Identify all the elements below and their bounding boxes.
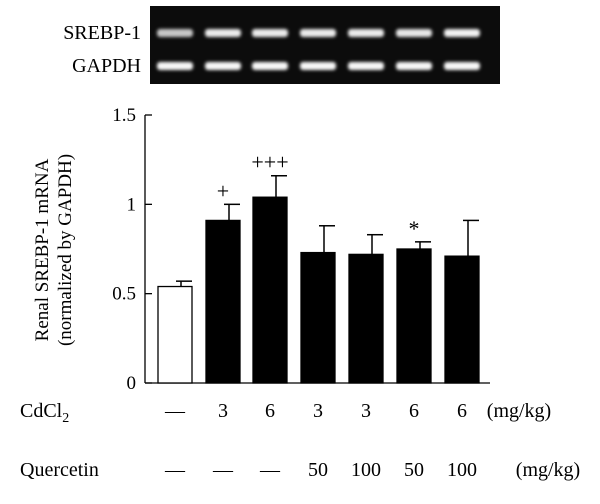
treatment-groups: CdCl2 — 3 6 3 3 6 6 (mg/kg) Quercetin — — — 50 100… — [20, 400, 580, 481]
bar-4 — [300, 251, 336, 384]
y-tick-label: 1 — [127, 194, 137, 215]
quercetin-dose-7: 100 — [447, 459, 477, 481]
gel-band-gapdh-lane-6 — [396, 62, 432, 70]
bar-1 — [157, 285, 193, 384]
cdcl2-values: — 3 6 3 3 6 6 — [164, 400, 467, 422]
significance-marks: ++++* — [217, 150, 420, 241]
quercetin-dose-5: 100 — [351, 459, 381, 481]
bar-chart: 00.511.5 ++++* Renal SREBP-1 mRNA (norma… — [32, 105, 490, 394]
gel-band-srebp-1-lane-5 — [348, 29, 384, 37]
cdcl2-dose-5: 3 — [361, 400, 371, 422]
gel-band-srebp-1-lane-2 — [205, 29, 241, 37]
gel-band-srebp-1-lane-6 — [396, 29, 432, 37]
quercetin-dose-6: 50 — [404, 459, 424, 481]
y-tick-label: 0 — [127, 373, 137, 394]
y-tick-label: 0.5 — [112, 284, 136, 305]
significance-mark-3: +++ — [251, 150, 288, 175]
gel-label-gapdh: GAPDH — [72, 55, 141, 77]
y-axis-title-line2: (normalized by GAPDH) — [55, 154, 76, 346]
quercetin-dose-3: — — [259, 459, 281, 481]
gel-band-srebp-1-lane-4 — [300, 29, 336, 37]
gel-panel: SREBP-1 GAPDH — [63, 6, 500, 84]
bar-3 — [252, 196, 288, 384]
bars — [157, 196, 480, 384]
quercetin-unit: (mg/kg) — [516, 459, 580, 481]
cdcl2-dose-4: 3 — [313, 400, 323, 422]
cdcl2-label-text: CdCl — [20, 400, 63, 422]
quercetin-values: — — — 50 100 50 100 — [164, 459, 477, 481]
gel-band-gapdh-lane-5 — [348, 62, 384, 70]
cdcl2-dose-7: 6 — [457, 400, 467, 422]
bar-5 — [348, 253, 384, 384]
quercetin-dose-2: — — [212, 459, 234, 481]
gel-band-gapdh-lane-3 — [252, 62, 288, 70]
gel-band-gapdh-lane-1 — [157, 62, 193, 70]
gel-label-srebp1: SREBP-1 — [63, 22, 141, 44]
cdcl2-dose-1: — — [164, 400, 186, 422]
gel-bands — [157, 29, 480, 70]
cdcl2-dose-6: 6 — [409, 400, 419, 422]
significance-mark-2: + — [217, 178, 229, 203]
gel-band-gapdh-lane-2 — [205, 62, 241, 70]
quercetin-dose-1: — — [164, 459, 186, 481]
cdcl2-unit: (mg/kg) — [487, 400, 551, 422]
gel-band-srebp-1-lane-1 — [157, 29, 193, 37]
gel-band-gapdh-lane-4 — [300, 62, 336, 70]
quercetin-dose-4: 50 — [308, 459, 328, 481]
quercetin-row-label: Quercetin — [20, 459, 99, 481]
bar-2 — [205, 219, 241, 384]
bar-6 — [396, 248, 432, 384]
y-tick-label: 1.5 — [112, 105, 136, 126]
y-axis-title-line1: Renal SREBP-1 mRNA — [32, 158, 53, 341]
cdcl2-label-subscript: 2 — [62, 411, 69, 426]
cdcl2-row-label: CdCl2 — [20, 400, 69, 426]
gel-background — [150, 6, 500, 84]
cdcl2-dose-3: 6 — [265, 400, 275, 422]
gel-band-srebp-1-lane-7 — [444, 29, 480, 37]
significance-mark-6: * — [409, 216, 420, 241]
bar-7 — [444, 255, 480, 384]
gel-band-gapdh-lane-7 — [444, 62, 480, 70]
cdcl2-dose-2: 3 — [218, 400, 228, 422]
error-bars — [176, 174, 479, 287]
gel-band-srebp-1-lane-3 — [252, 29, 288, 37]
